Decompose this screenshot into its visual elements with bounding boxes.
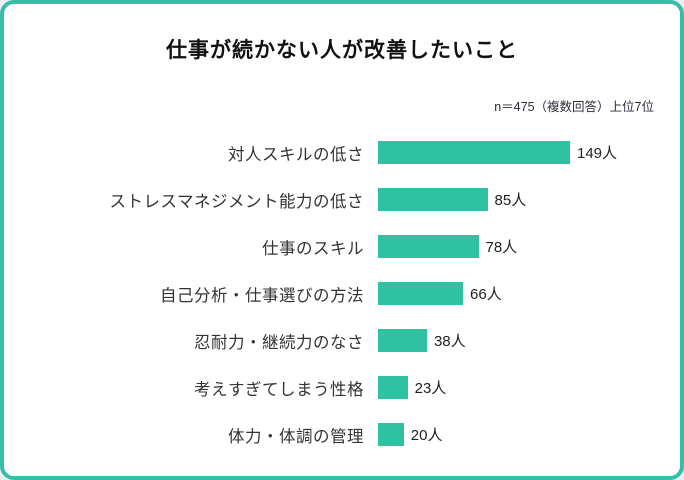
bar-track: 78人 xyxy=(378,235,668,258)
bar-value: 20人 xyxy=(410,427,443,444)
bar xyxy=(378,141,570,164)
chart-row: 仕事のスキル 78人 xyxy=(12,223,668,270)
bar-track: 149人 xyxy=(378,141,668,164)
chart-title: 仕事が続かない人が改善したいこと xyxy=(166,39,518,62)
chart-row: 対人スキルの低さ 149人 xyxy=(12,129,668,176)
bar-label: 忍耐力・継続力のなさ xyxy=(194,333,364,352)
bar-track: 38人 xyxy=(378,329,668,352)
bar xyxy=(378,188,488,211)
bar-track: 66人 xyxy=(378,282,668,305)
bar xyxy=(378,423,404,446)
bar xyxy=(378,282,464,305)
chart-row: 自己分析・仕事選びの方法 66人 xyxy=(12,270,668,317)
chart-row: 忍耐力・継続力のなさ 38人 xyxy=(12,317,668,364)
bar-track: 23人 xyxy=(378,376,668,399)
bar-value: 149人 xyxy=(577,145,618,162)
chart-row: ストレスマネジメント能力の低さ 85人 xyxy=(12,176,668,223)
bar-track: 20人 xyxy=(378,423,668,446)
bar-track: 85人 xyxy=(378,188,668,211)
bar xyxy=(378,329,427,352)
bar-label: 対人スキルの低さ xyxy=(228,145,364,164)
bar-value: 38人 xyxy=(433,333,466,350)
bar xyxy=(378,235,479,258)
chart-subtitle: n＝475（複数回答）上位7位 xyxy=(494,100,654,114)
chart-rows: 対人スキルの低さ 149人ストレスマネジメント能力の低さ 85人仕事のスキル 78人自… xyxy=(12,129,668,458)
bar-label: 仕事のスキル xyxy=(262,239,364,258)
bar-label: ストレスマネジメント能力の低さ xyxy=(109,192,364,211)
bar-value: 23人 xyxy=(414,380,447,397)
chart-row: 考えすぎてしまう性格 23人 xyxy=(12,364,668,411)
chart-row: 体力・体調の管理 20人 xyxy=(12,411,668,458)
bar-chart: 対人スキルの低さ 149人ストレスマネジメント能力の低さ 85人仕事のスキル 78人自… xyxy=(4,129,680,458)
bar-label: 体力・体調の管理 xyxy=(228,427,364,446)
bar-label: 自己分析・仕事選びの方法 xyxy=(160,286,364,305)
bar-value: 85人 xyxy=(494,192,527,209)
bar-value: 78人 xyxy=(485,239,518,256)
bar-label: 考えすぎてしまう性格 xyxy=(194,380,364,399)
bar-value: 66人 xyxy=(470,286,502,303)
bar xyxy=(378,376,408,399)
